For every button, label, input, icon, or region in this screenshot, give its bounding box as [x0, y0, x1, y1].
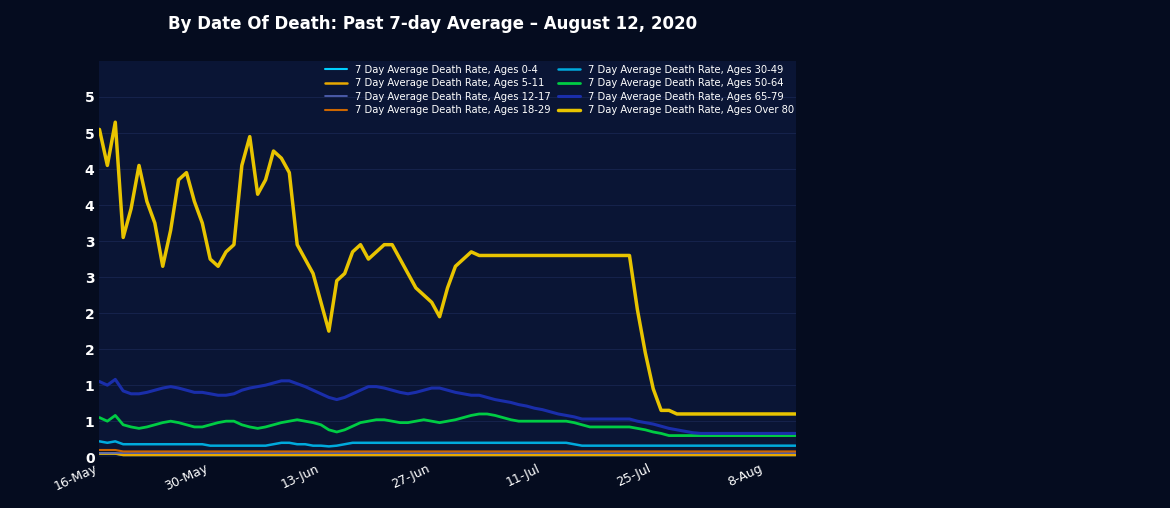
7 Day Average Death Rate, Ages 0-4 [242, 452, 256, 458]
7 Day Average Death Rate, Ages 0-4 [116, 452, 130, 458]
7 Day Average Death Rate, Ages 18-29 [370, 449, 384, 455]
7 Day Average Death Rate, Ages 0-4 [370, 452, 384, 458]
7 Day Average Death Rate, Ages 50-64 [164, 418, 178, 424]
Line: 7 Day Average Death Rate, Ages 50-64: 7 Day Average Death Rate, Ages 50-64 [99, 414, 796, 435]
7 Day Average Death Rate, Ages 12-17 [709, 450, 723, 456]
7 Day Average Death Rate, Ages Over 80 [670, 411, 684, 417]
7 Day Average Death Rate, Ages 12-17 [164, 450, 178, 456]
7 Day Average Death Rate, Ages 65-79 [172, 385, 186, 391]
7 Day Average Death Rate, Ages 30-49 [92, 438, 106, 444]
7 Day Average Death Rate, Ages 65-79 [370, 384, 384, 390]
7 Day Average Death Rate, Ages 65-79 [789, 430, 803, 436]
7 Day Average Death Rate, Ages 65-79 [109, 376, 123, 383]
7 Day Average Death Rate, Ages 50-64 [725, 432, 739, 438]
7 Day Average Death Rate, Ages 30-49 [370, 440, 384, 446]
7 Day Average Death Rate, Ages 5-11 [172, 452, 186, 458]
7 Day Average Death Rate, Ages 12-17 [362, 450, 376, 456]
7 Day Average Death Rate, Ages 65-79 [456, 391, 470, 397]
7 Day Average Death Rate, Ages Over 80 [172, 177, 186, 183]
7 Day Average Death Rate, Ages Over 80 [789, 411, 803, 417]
7 Day Average Death Rate, Ages 5-11 [370, 452, 384, 458]
7 Day Average Death Rate, Ages 12-17 [179, 450, 193, 456]
7 Day Average Death Rate, Ages 50-64 [179, 422, 193, 428]
7 Day Average Death Rate, Ages 18-29 [456, 449, 470, 455]
7 Day Average Death Rate, Ages 12-17 [448, 450, 462, 456]
Line: 7 Day Average Death Rate, Ages 0-4: 7 Day Average Death Rate, Ages 0-4 [99, 454, 796, 455]
7 Day Average Death Rate, Ages Over 80 [370, 249, 384, 255]
7 Day Average Death Rate, Ages 18-29 [789, 449, 803, 455]
7 Day Average Death Rate, Ages 18-29 [172, 449, 186, 455]
7 Day Average Death Rate, Ages 5-11 [717, 452, 731, 458]
Legend: 7 Day Average Death Rate, Ages 0-4, 7 Day Average Death Rate, Ages 5-11, 7 Day A: 7 Day Average Death Rate, Ages 0-4, 7 Da… [322, 62, 798, 118]
7 Day Average Death Rate, Ages 0-4 [172, 452, 186, 458]
7 Day Average Death Rate, Ages 0-4 [789, 452, 803, 458]
7 Day Average Death Rate, Ages 30-49 [164, 441, 178, 447]
7 Day Average Death Rate, Ages 12-17 [92, 450, 106, 456]
Line: 7 Day Average Death Rate, Ages 65-79: 7 Day Average Death Rate, Ages 65-79 [99, 379, 796, 433]
7 Day Average Death Rate, Ages Over 80 [725, 411, 739, 417]
7 Day Average Death Rate, Ages 5-11 [789, 452, 803, 458]
Text: By Date Of Death: Past 7-day Average – August 12, 2020: By Date Of Death: Past 7-day Average – A… [168, 15, 697, 33]
7 Day Average Death Rate, Ages 0-4 [456, 452, 470, 458]
7 Day Average Death Rate, Ages 30-49 [235, 442, 249, 449]
Line: 7 Day Average Death Rate, Ages 5-11: 7 Day Average Death Rate, Ages 5-11 [99, 454, 796, 455]
Line: 7 Day Average Death Rate, Ages Over 80: 7 Day Average Death Rate, Ages Over 80 [99, 122, 796, 414]
7 Day Average Death Rate, Ages 30-49 [717, 442, 731, 449]
7 Day Average Death Rate, Ages 50-64 [92, 415, 106, 421]
7 Day Average Death Rate, Ages Over 80 [92, 126, 106, 133]
7 Day Average Death Rate, Ages 5-11 [242, 452, 256, 458]
7 Day Average Death Rate, Ages 50-64 [235, 422, 249, 428]
7 Day Average Death Rate, Ages 12-17 [789, 450, 803, 456]
7 Day Average Death Rate, Ages Over 80 [242, 134, 256, 140]
7 Day Average Death Rate, Ages 18-29 [116, 449, 130, 455]
7 Day Average Death Rate, Ages 30-49 [789, 442, 803, 449]
7 Day Average Death Rate, Ages 0-4 [92, 451, 106, 457]
7 Day Average Death Rate, Ages 0-4 [187, 452, 201, 458]
7 Day Average Death Rate, Ages 30-49 [322, 443, 336, 450]
7 Day Average Death Rate, Ages 12-17 [235, 450, 249, 456]
7 Day Average Death Rate, Ages 65-79 [694, 430, 708, 436]
7 Day Average Death Rate, Ages 50-64 [362, 418, 376, 424]
7 Day Average Death Rate, Ages 5-11 [92, 451, 106, 457]
7 Day Average Death Rate, Ages Over 80 [109, 119, 123, 125]
7 Day Average Death Rate, Ages Over 80 [456, 256, 470, 262]
Line: 7 Day Average Death Rate, Ages 18-29: 7 Day Average Death Rate, Ages 18-29 [99, 450, 796, 452]
7 Day Average Death Rate, Ages 30-49 [179, 441, 193, 447]
7 Day Average Death Rate, Ages 65-79 [187, 389, 201, 395]
7 Day Average Death Rate, Ages 50-64 [448, 417, 462, 423]
7 Day Average Death Rate, Ages 18-29 [92, 447, 106, 453]
7 Day Average Death Rate, Ages 30-49 [456, 440, 470, 446]
7 Day Average Death Rate, Ages 5-11 [456, 452, 470, 458]
7 Day Average Death Rate, Ages 18-29 [187, 449, 201, 455]
7 Day Average Death Rate, Ages 65-79 [725, 430, 739, 436]
7 Day Average Death Rate, Ages 65-79 [92, 378, 106, 385]
7 Day Average Death Rate, Ages 50-64 [473, 411, 487, 417]
7 Day Average Death Rate, Ages 0-4 [717, 452, 731, 458]
7 Day Average Death Rate, Ages 18-29 [242, 449, 256, 455]
7 Day Average Death Rate, Ages 65-79 [242, 385, 256, 391]
7 Day Average Death Rate, Ages 50-64 [789, 432, 803, 438]
7 Day Average Death Rate, Ages 50-64 [662, 432, 676, 438]
7 Day Average Death Rate, Ages 5-11 [116, 452, 130, 458]
Line: 7 Day Average Death Rate, Ages 30-49: 7 Day Average Death Rate, Ages 30-49 [99, 441, 796, 447]
7 Day Average Death Rate, Ages 5-11 [187, 452, 201, 458]
7 Day Average Death Rate, Ages Over 80 [187, 199, 201, 205]
7 Day Average Death Rate, Ages 18-29 [717, 449, 731, 455]
